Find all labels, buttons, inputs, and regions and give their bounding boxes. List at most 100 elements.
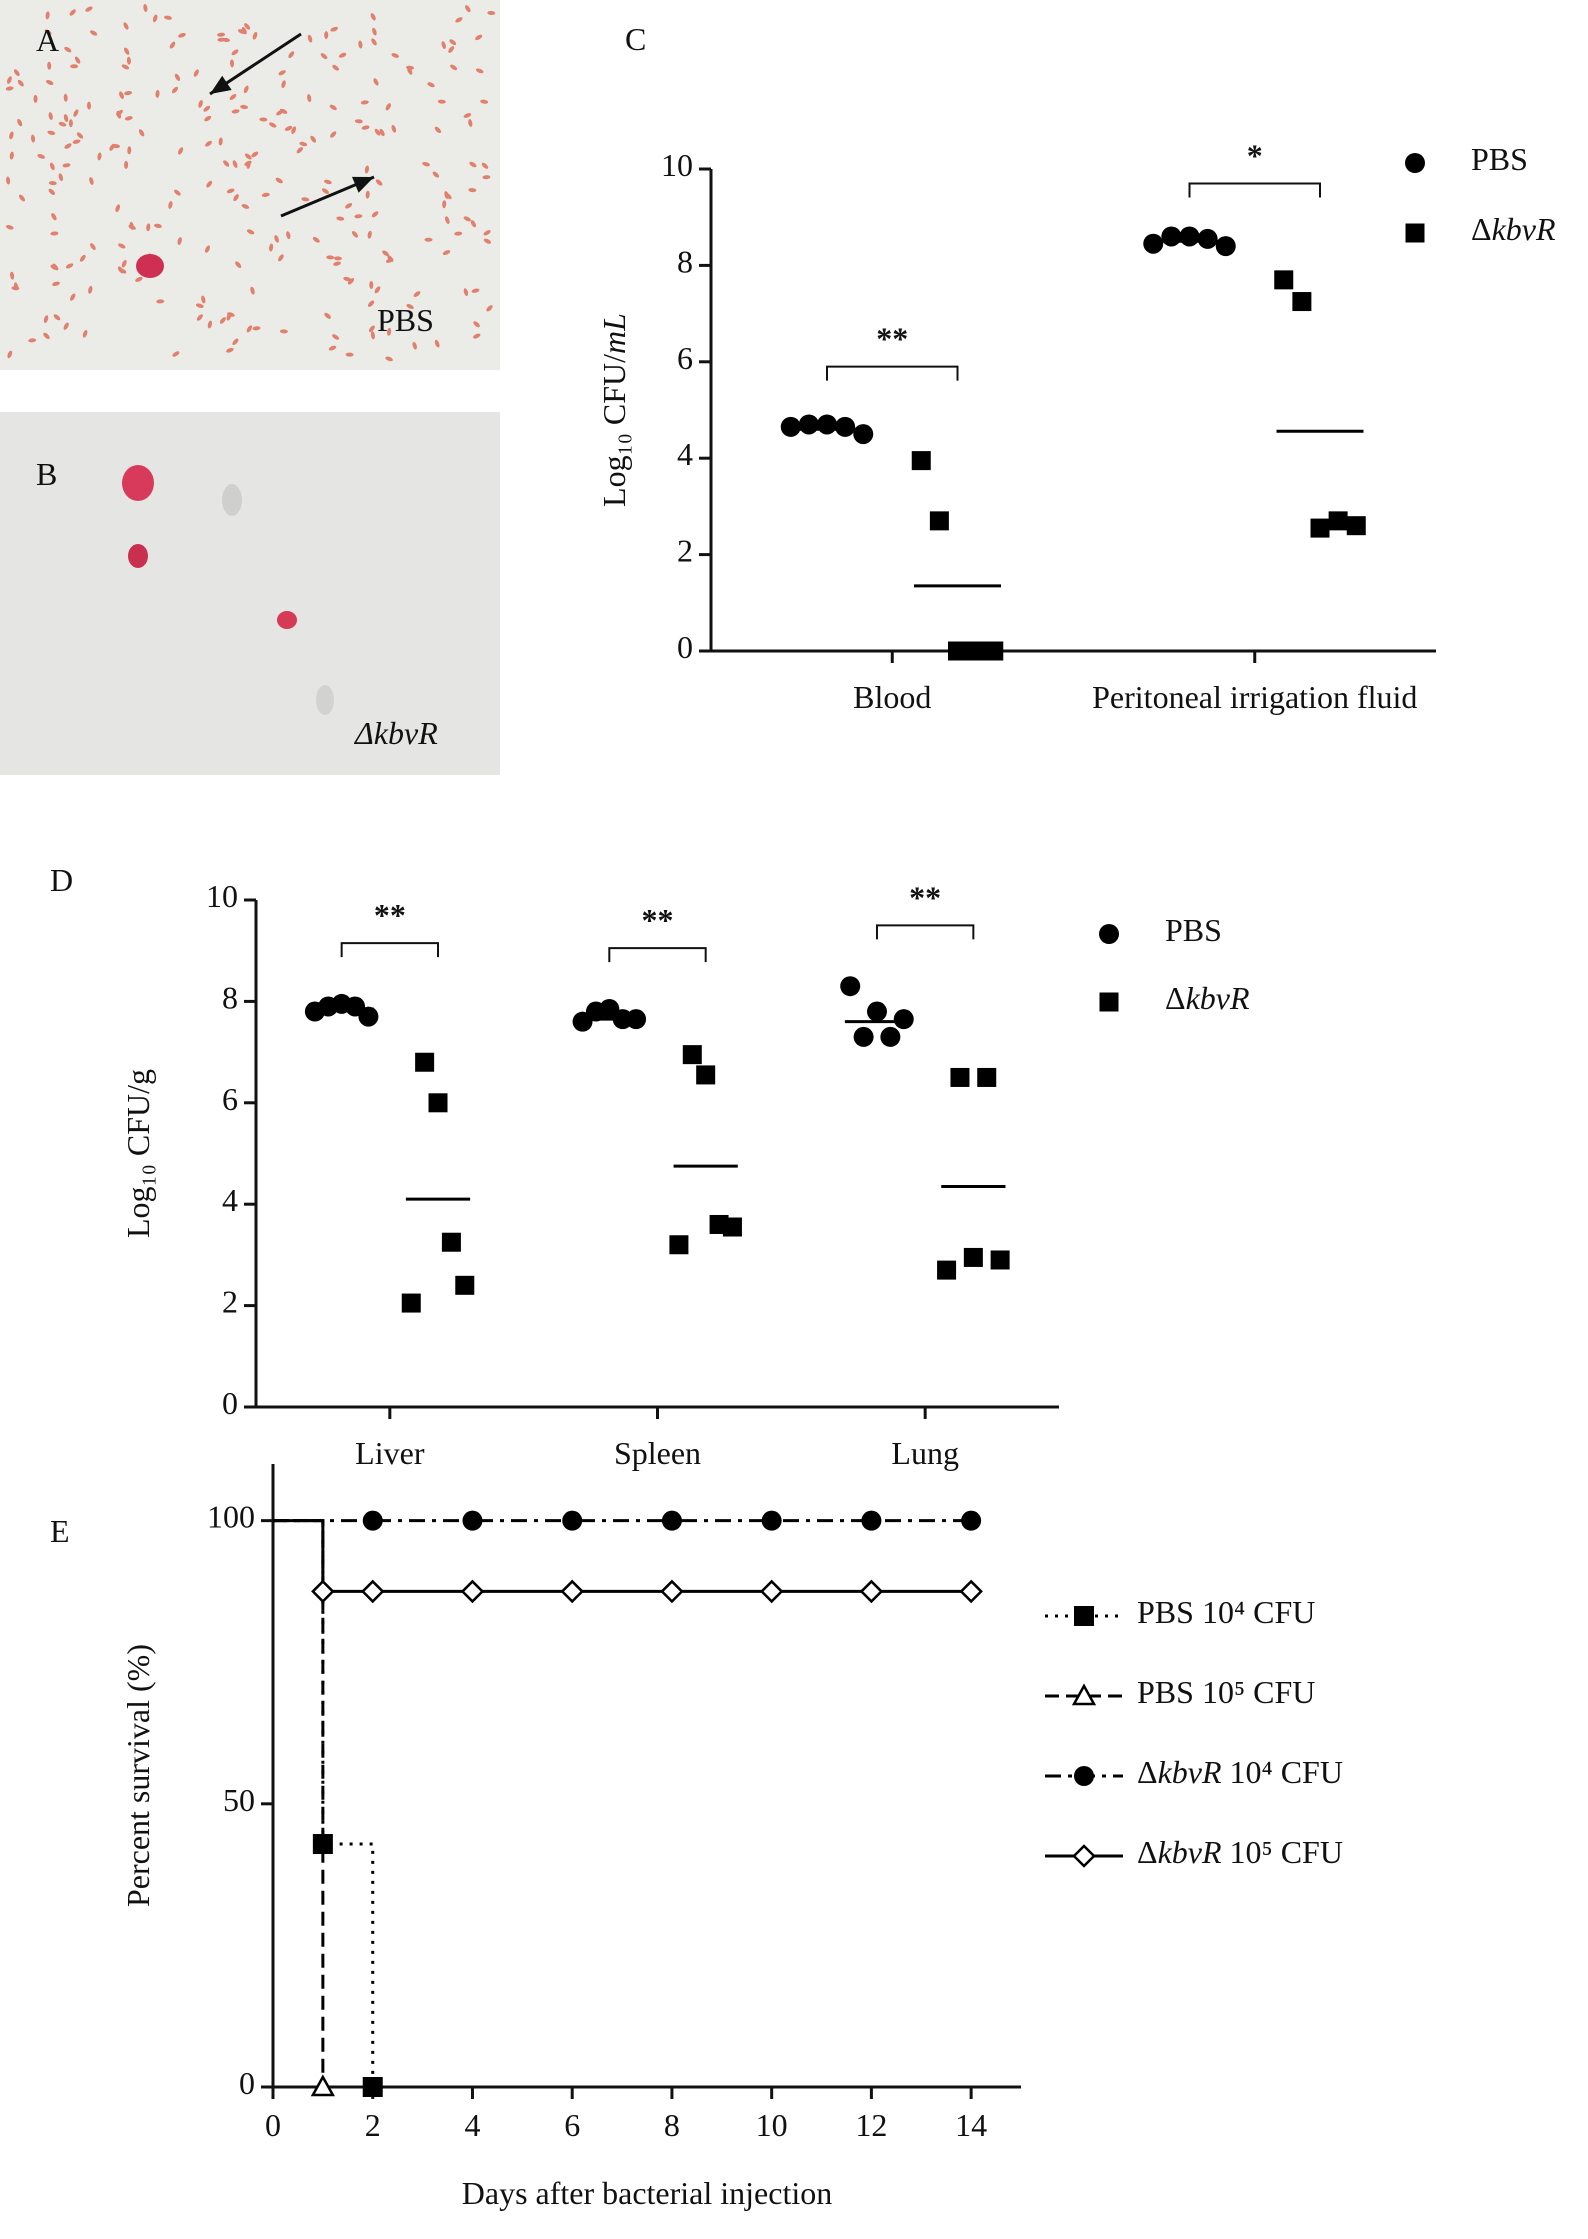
- red-cell: [333, 261, 341, 266]
- point: [950, 1067, 970, 1087]
- red-cell: [437, 99, 446, 104]
- red-cell: [201, 295, 206, 304]
- red-cell: [473, 321, 480, 328]
- micrograph-background: [0, 412, 500, 775]
- red-cell: [143, 4, 148, 12]
- red-cell: [299, 141, 308, 147]
- point: [984, 641, 1004, 661]
- point: [560, 1579, 584, 1604]
- red-cell: [172, 351, 180, 357]
- red-cell: [422, 161, 430, 167]
- micrograph-a: [0, 0, 500, 370]
- red-cell: [7, 76, 12, 84]
- legend-marker: [1074, 1766, 1094, 1786]
- red-cell: [17, 118, 23, 127]
- red-cell: [164, 15, 172, 20]
- point: [311, 1579, 335, 1604]
- red-cell: [49, 162, 55, 171]
- image-caption: PBS: [377, 302, 434, 338]
- point: [441, 1232, 461, 1252]
- point: [840, 976, 861, 997]
- x-tick-label: Peritoneal irrigation fluid: [1092, 679, 1417, 715]
- red-cell: [89, 30, 98, 36]
- point: [893, 1009, 914, 1030]
- legend-label: ΔkbvR: [1165, 980, 1250, 1016]
- red-cell: [124, 47, 130, 55]
- red-cell: [226, 347, 234, 353]
- red-cell: [76, 132, 84, 139]
- red-cell: [89, 177, 94, 185]
- red-cell: [329, 104, 337, 111]
- x-tick-label: 6: [564, 2107, 580, 2143]
- legend-marker: [1072, 1844, 1096, 1868]
- red-cell: [370, 331, 375, 340]
- red-cell: [121, 64, 130, 70]
- red-cell: [37, 154, 46, 159]
- significance-bracket: [875, 924, 975, 940]
- red-cell: [424, 237, 433, 242]
- red-cell: [63, 93, 68, 102]
- legend-marker: [1405, 223, 1425, 243]
- red-cell: [288, 51, 295, 59]
- red-cell: [291, 126, 297, 134]
- significance-bracket: [340, 942, 440, 958]
- point: [415, 1052, 435, 1072]
- red-cell: [336, 216, 345, 221]
- point: [761, 1510, 782, 1531]
- red-cell: [296, 147, 304, 154]
- point: [360, 1579, 385, 1604]
- red-cell: [233, 194, 239, 202]
- red-cell: [90, 243, 96, 251]
- red-cell: [52, 281, 60, 286]
- red-cell: [347, 278, 355, 285]
- red-cell: [330, 26, 339, 32]
- point: [759, 1579, 784, 1604]
- point: [1197, 228, 1218, 249]
- red-cell: [470, 220, 477, 228]
- red-cell: [358, 40, 363, 49]
- significance-bracket: [608, 947, 707, 963]
- red-cell: [278, 70, 286, 76]
- y-tick-label: 2: [222, 1284, 238, 1320]
- x-tick-label: 14: [955, 2107, 987, 2143]
- red-cell: [88, 285, 93, 294]
- red-cell: [480, 99, 489, 104]
- red-cell: [463, 216, 472, 222]
- red-cell: [121, 259, 127, 268]
- red-cell: [146, 223, 151, 232]
- red-cell: [354, 214, 363, 219]
- red-cell: [65, 263, 74, 269]
- point: [1310, 518, 1330, 538]
- legend-label: PBS 10⁴ CFU: [1137, 1594, 1315, 1630]
- red-cell: [320, 53, 328, 60]
- stained-cell: [136, 254, 164, 278]
- red-cell: [85, 6, 93, 12]
- legend-label: ΔkbvR 10⁴ CFU: [1137, 1754, 1343, 1790]
- y-tick-label: 10: [661, 147, 693, 183]
- legend-marker: [1099, 924, 1119, 944]
- point: [1143, 233, 1164, 254]
- y-tick-label: 6: [222, 1081, 238, 1117]
- red-cell: [434, 339, 440, 348]
- red-cell: [124, 160, 129, 169]
- point: [977, 1067, 997, 1087]
- red-cell: [135, 276, 143, 282]
- point: [1346, 516, 1366, 536]
- legend-marker: [1405, 153, 1425, 173]
- point: [835, 416, 856, 437]
- red-cell: [442, 200, 447, 209]
- red-cell: [171, 86, 179, 94]
- red-cell: [284, 125, 293, 131]
- legend-label: PBS: [1471, 141, 1528, 177]
- red-cell: [475, 34, 483, 41]
- red-cell: [243, 85, 249, 94]
- point: [911, 451, 931, 471]
- red-cell: [218, 137, 223, 146]
- red-cell: [379, 128, 385, 137]
- red-cell: [261, 192, 270, 197]
- red-cell: [50, 231, 59, 236]
- red-cell: [217, 32, 226, 37]
- red-cell: [47, 61, 52, 70]
- point: [682, 1045, 702, 1065]
- red-cell: [63, 322, 69, 330]
